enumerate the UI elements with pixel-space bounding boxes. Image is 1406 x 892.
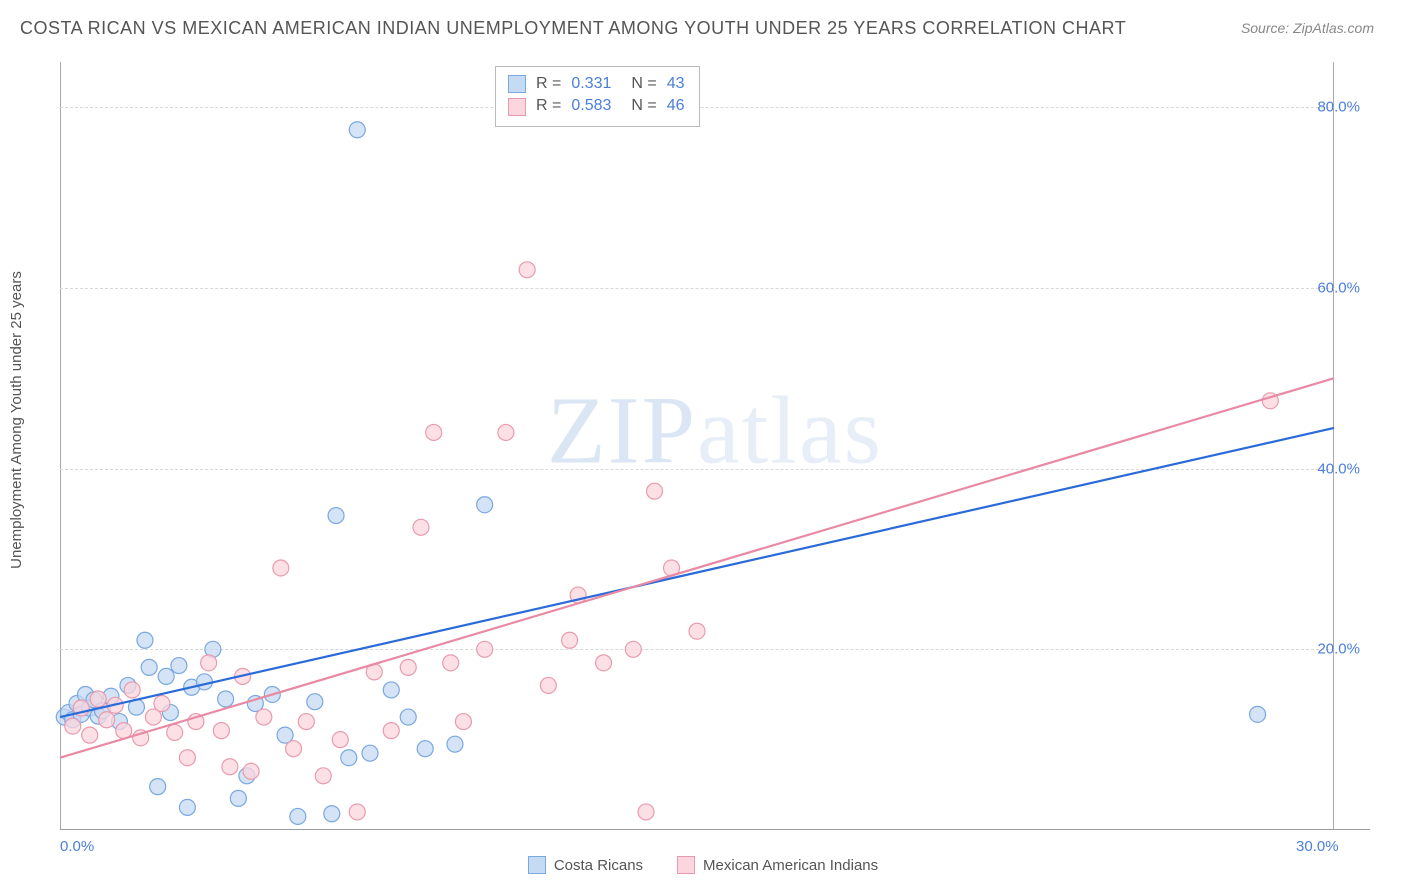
legend-swatch [677, 856, 695, 874]
scatter-point [137, 632, 153, 648]
scatter-point [324, 806, 340, 822]
trend-line [60, 428, 1334, 717]
plot-area: ZIPatlas R = 0.331 N = 43 R = 0.583 N = … [60, 62, 1370, 830]
scatter-point [315, 768, 331, 784]
scatter-point [201, 655, 217, 671]
scatter-point [273, 560, 289, 576]
scatter-point [519, 262, 535, 278]
scatter-point [383, 723, 399, 739]
stats-swatch-1 [508, 98, 526, 116]
stats-r-value-0: 0.331 [571, 73, 611, 95]
scatter-point [179, 799, 195, 815]
scatter-point [362, 745, 378, 761]
scatter-point [596, 655, 612, 671]
legend-label: Mexican American Indians [703, 857, 878, 874]
y-tick-label: 60.0% [1317, 279, 1360, 296]
scatter-point [82, 727, 98, 743]
scatter-point [307, 694, 323, 710]
scatter-point [477, 641, 493, 657]
scatter-point [400, 659, 416, 675]
stats-r-label-1: R = [536, 95, 561, 117]
scatter-point [230, 790, 246, 806]
scatter-point [341, 750, 357, 766]
x-tick-label: 0.0% [60, 838, 94, 855]
scatter-point [65, 718, 81, 734]
scatter-point [562, 632, 578, 648]
legend-swatch [528, 856, 546, 874]
scatter-point [332, 732, 348, 748]
x-tick-label: 30.0% [1296, 838, 1339, 855]
stats-box: R = 0.331 N = 43 R = 0.583 N = 46 [495, 66, 700, 127]
bottom-legend: Costa Ricans Mexican American Indians [0, 856, 1406, 874]
scatter-point [689, 623, 705, 639]
scatter-point [443, 655, 459, 671]
scatter-point [222, 759, 238, 775]
stats-swatch-0 [508, 75, 526, 93]
scatter-point [171, 658, 187, 674]
stats-n-value-1: 46 [667, 95, 685, 117]
scatter-point [647, 483, 663, 499]
scatter-point [417, 741, 433, 757]
scatter-point [179, 750, 195, 766]
scatter-point [218, 691, 234, 707]
scatter-point [426, 424, 442, 440]
scatter-point [413, 519, 429, 535]
scatter-point [455, 714, 471, 730]
scatter-point [150, 779, 166, 795]
scatter-point [498, 424, 514, 440]
chart-title: COSTA RICAN VS MEXICAN AMERICAN INDIAN U… [20, 18, 1126, 39]
scatter-point [243, 763, 259, 779]
y-tick-label: 40.0% [1317, 460, 1360, 477]
scatter-point [290, 808, 306, 824]
scatter-point [625, 641, 641, 657]
stats-n-label-0: N = [631, 73, 656, 95]
scatter-point [447, 736, 463, 752]
stats-n-value-0: 43 [667, 73, 685, 95]
scatter-point [158, 668, 174, 684]
stats-row-1: R = 0.583 N = 46 [508, 95, 685, 117]
stats-r-label-0: R = [536, 73, 561, 95]
scatter-plot [60, 62, 1370, 829]
scatter-point [540, 677, 556, 693]
scatter-point [477, 497, 493, 513]
scatter-point [383, 682, 399, 698]
scatter-point [400, 709, 416, 725]
scatter-point [328, 508, 344, 524]
scatter-point [90, 691, 106, 707]
legend-item: Costa Ricans [528, 856, 643, 874]
stats-row-0: R = 0.331 N = 43 [508, 73, 685, 95]
scatter-point [154, 696, 170, 712]
scatter-point [349, 122, 365, 138]
scatter-point [349, 804, 365, 820]
scatter-point [1250, 706, 1266, 722]
scatter-point [196, 674, 212, 690]
legend-label: Costa Ricans [554, 857, 643, 874]
scatter-point [141, 659, 157, 675]
y-tick-label: 20.0% [1317, 641, 1360, 658]
y-tick-label: 80.0% [1317, 99, 1360, 116]
source-label: Source: ZipAtlas.com [1241, 20, 1374, 36]
stats-n-label-1: N = [631, 95, 656, 117]
scatter-point [99, 712, 115, 728]
scatter-point [256, 709, 272, 725]
trend-line [60, 378, 1334, 757]
scatter-point [298, 714, 314, 730]
legend-item: Mexican American Indians [677, 856, 878, 874]
scatter-point [638, 804, 654, 820]
scatter-point [213, 723, 229, 739]
scatter-point [286, 741, 302, 757]
scatter-point [124, 682, 140, 698]
stats-r-value-1: 0.583 [571, 95, 611, 117]
y-axis-title: Unemployment Among Youth under 25 years [8, 271, 25, 569]
scatter-point [167, 724, 183, 740]
